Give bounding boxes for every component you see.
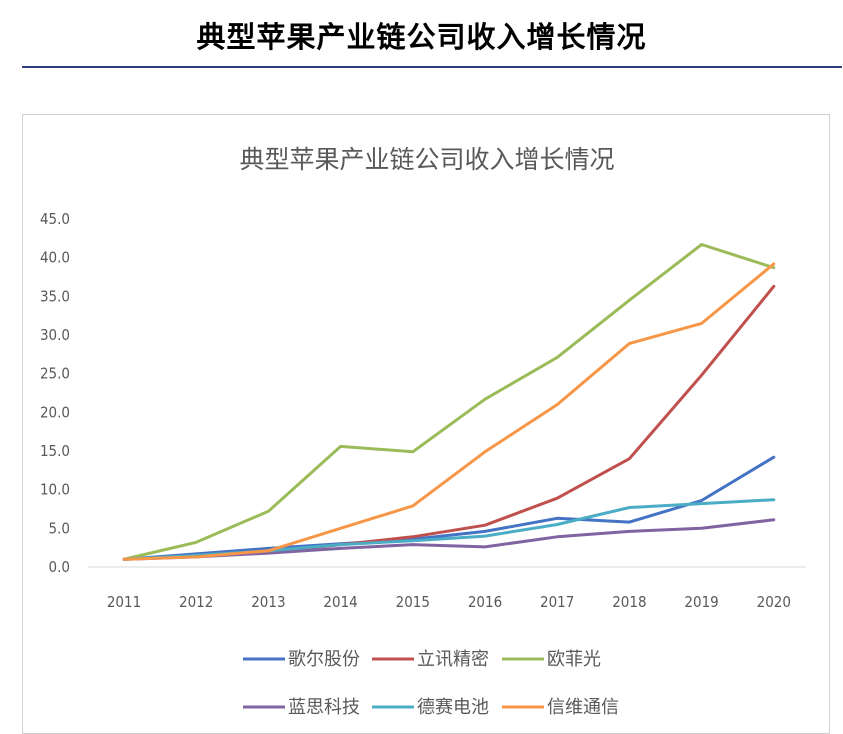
legend-label: 信维通信 bbox=[547, 697, 619, 718]
x-tick-label: 2017 bbox=[540, 593, 574, 611]
x-tick-label: 2016 bbox=[468, 593, 502, 611]
x-tick-label: 2013 bbox=[251, 593, 285, 611]
legend-label: 立讯精密 bbox=[417, 649, 489, 670]
x-tick-label: 2014 bbox=[323, 593, 357, 611]
series-line-6 bbox=[122, 262, 776, 561]
page-title: 典型苹果产业链公司收入增长情况 bbox=[196, 20, 647, 54]
y-tick-label: 10.0 bbox=[40, 481, 70, 499]
title-divider bbox=[22, 66, 842, 68]
series-line-1 bbox=[122, 455, 776, 561]
y-tick-label: 30.0 bbox=[40, 326, 70, 344]
y-tick-label: 45.0 bbox=[40, 210, 70, 228]
y-tick-label: 20.0 bbox=[40, 403, 70, 421]
legend-label: 蓝思科技 bbox=[288, 697, 360, 718]
series-line-2 bbox=[122, 284, 776, 561]
y-tick-label: 25.0 bbox=[40, 365, 70, 383]
x-tick-label: 2019 bbox=[684, 593, 718, 611]
legend-label: 欧菲光 bbox=[547, 649, 601, 670]
x-axis: 2011 2012 2013 2014 2015 2016 2017 2018 2019 2020 bbox=[88, 566, 806, 611]
y-tick-label: 15.0 bbox=[40, 442, 70, 460]
series-lines bbox=[122, 243, 776, 561]
y-tick-label: 0.0 bbox=[49, 558, 70, 576]
chart-title: 典型苹果产业链公司收入增长情况 bbox=[239, 145, 614, 174]
y-tick-label: 35.0 bbox=[40, 287, 70, 305]
x-tick-label: 2018 bbox=[612, 593, 646, 611]
y-tick-label: 40.0 bbox=[40, 249, 70, 267]
x-tick-label: 2011 bbox=[107, 593, 141, 611]
legend-label: 歌尔股份 bbox=[288, 649, 360, 670]
chart-frame bbox=[22, 114, 830, 734]
y-tick-label: 5.0 bbox=[49, 519, 70, 537]
x-tick-label: 2012 bbox=[179, 593, 213, 611]
x-tick-label: 2020 bbox=[757, 593, 791, 611]
legend-label: 德赛电池 bbox=[417, 697, 489, 718]
x-tick-label: 2015 bbox=[396, 593, 430, 611]
y-axis: 0.0 5.0 10.0 15.0 20.0 25.0 30.0 35.0 40.0 45.0 bbox=[40, 210, 70, 576]
series-line-3 bbox=[122, 243, 776, 561]
